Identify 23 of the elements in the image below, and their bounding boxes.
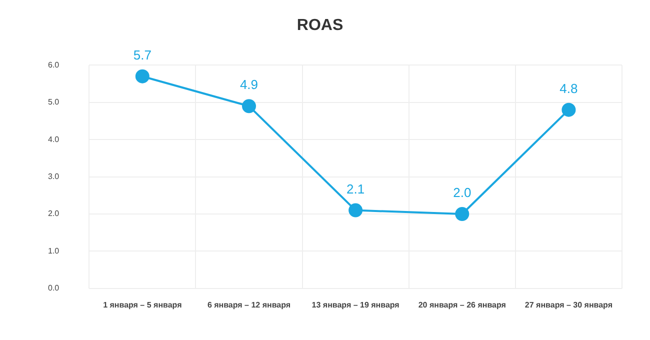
data-label: 4.8 xyxy=(560,80,578,96)
y-tick-label: 2.0 xyxy=(48,209,60,218)
point xyxy=(135,69,150,84)
point xyxy=(455,207,470,221)
x-tick-label: 27 января – 30 января xyxy=(524,300,613,310)
point xyxy=(242,99,256,114)
data-label: 4.9 xyxy=(240,77,258,92)
y-tick-label: 5.0 xyxy=(48,98,60,107)
y-tick-label: 1.0 xyxy=(48,246,60,256)
y-tick-label: 0.0 xyxy=(48,284,60,293)
y-tick-label: 3.0 xyxy=(48,172,60,182)
chart-title: ROAS xyxy=(296,17,344,34)
y-tick-label: 6.0 xyxy=(48,60,60,70)
data-label: 2.1 xyxy=(346,181,365,196)
data-label: 2.0 xyxy=(453,185,472,200)
y-tick-label: 4.0 xyxy=(48,134,60,144)
data-label: 5.7 xyxy=(133,47,152,62)
x-tick-label: 6 января – 12 января xyxy=(207,300,291,310)
point xyxy=(348,203,363,218)
x-tick-label: 1 января – 5 января xyxy=(103,300,182,310)
x-tick-label: 20 января – 26 января xyxy=(418,300,506,310)
point xyxy=(562,102,576,117)
x-tick-label: 13 января – 19 января xyxy=(312,300,400,310)
